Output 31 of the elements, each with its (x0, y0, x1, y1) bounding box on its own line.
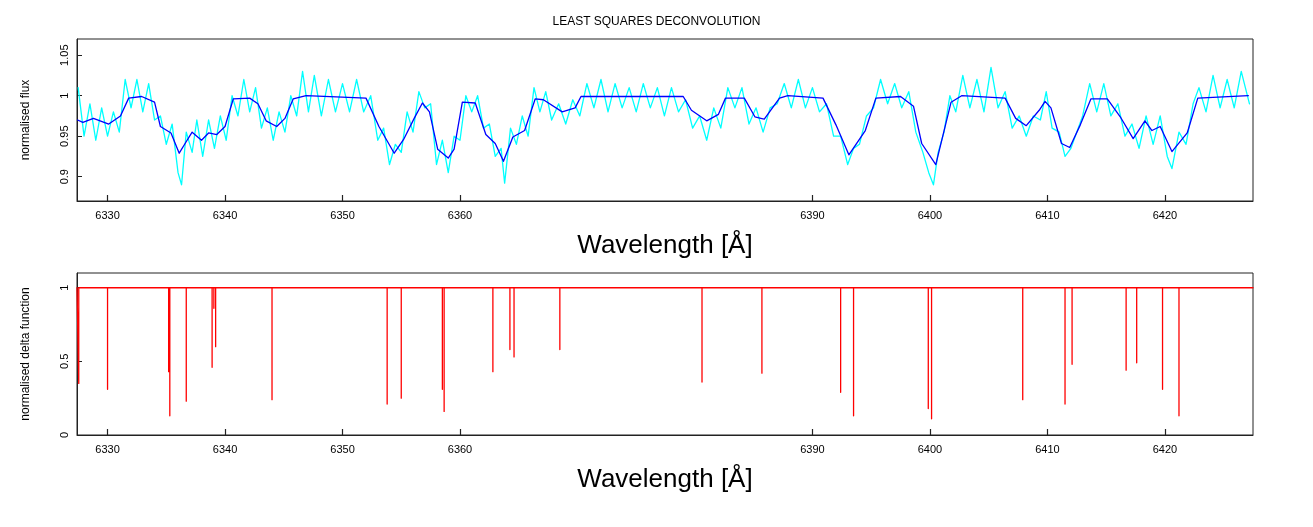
x-axis-title: Wavelength [Å] (577, 229, 753, 259)
x-tick-label: 6330 (95, 208, 120, 221)
x-tick-label: 6390 (800, 208, 825, 221)
x-axis-title: Wavelength [Å] (577, 463, 753, 493)
y-tick-label: 0.9 (57, 169, 70, 185)
x-tick-label: 6360 (447, 208, 473, 221)
chart-title: LEAST SQUARES DECONVOLUTION (552, 14, 761, 28)
x-tick-label: 6350 (330, 442, 355, 455)
line-series (77, 66, 1251, 186)
x-tick-label: 6420 (1152, 208, 1178, 221)
x-tick-label: 6420 (1152, 442, 1178, 455)
y-axis-title: normalised flux (18, 79, 32, 161)
x-tick-label: 6340 (212, 208, 238, 221)
x-tick-label: 6400 (917, 208, 943, 221)
x-tick-label: 6350 (330, 208, 355, 221)
x-tick-label: 6390 (800, 442, 825, 455)
x-tick-label: 6360 (447, 442, 473, 455)
y-axis-title: normalised delta function (18, 287, 32, 421)
y-tick-label: 0.95 (57, 125, 70, 147)
x-tick-label: 6400 (917, 442, 943, 455)
x-tick-label: 6340 (212, 442, 238, 455)
x-tick-label: 6410 (1035, 208, 1060, 221)
y-tick-label: 1 (57, 284, 70, 291)
y-tick-label: 0.5 (57, 353, 70, 370)
line-series (76, 287, 1254, 420)
y-tick-label: 0 (57, 431, 70, 439)
y-tick-label: 1.05 (57, 44, 70, 66)
x-tick-label: 6330 (95, 442, 120, 455)
line-series (76, 95, 1249, 166)
x-tick-label: 6410 (1035, 442, 1060, 455)
y-tick-label: 1 (57, 92, 70, 99)
